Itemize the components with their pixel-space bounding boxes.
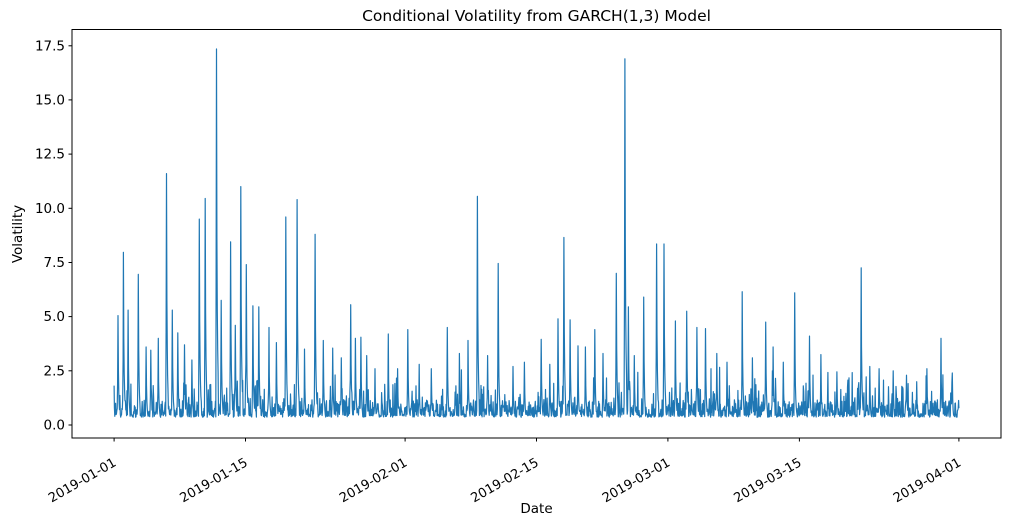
y-tick-label: 17.5 — [35, 38, 65, 54]
x-tick-label: 2019-04-01 — [891, 455, 964, 506]
y-tick-label: 7.5 — [44, 255, 65, 271]
x-tick-label: 2019-01-15 — [178, 455, 251, 506]
x-tick-label: 2019-02-01 — [337, 455, 410, 506]
y-tick-label: 15.0 — [35, 92, 65, 108]
x-axis-label: Date — [520, 501, 553, 517]
x-tick-label: 2019-03-01 — [600, 455, 673, 506]
x-tick-label: 2019-03-15 — [731, 455, 804, 506]
y-tick-label: 2.5 — [44, 363, 65, 379]
x-tick-label: 2019-01-01 — [46, 455, 119, 506]
y-tick-label: 10.0 — [35, 201, 65, 217]
volatility-series-line — [113, 48, 960, 418]
y-tick-label: 5.0 — [44, 309, 65, 325]
x-axis-ticks: 2019-01-01 2019-01-15 2019-02-01 2019-02-15… — [46, 438, 964, 506]
y-tick-label: 12.5 — [35, 147, 65, 163]
y-tick-label: 0.0 — [44, 418, 65, 434]
x-tick-label: 2019-02-15 — [469, 455, 542, 506]
y-axis-ticks: 0.0 2.5 5.0 7.5 10.0 12.5 15.0 17.5 — [35, 38, 72, 434]
chart-title: Conditional Volatility from GARCH(1,3) M… — [362, 7, 711, 25]
